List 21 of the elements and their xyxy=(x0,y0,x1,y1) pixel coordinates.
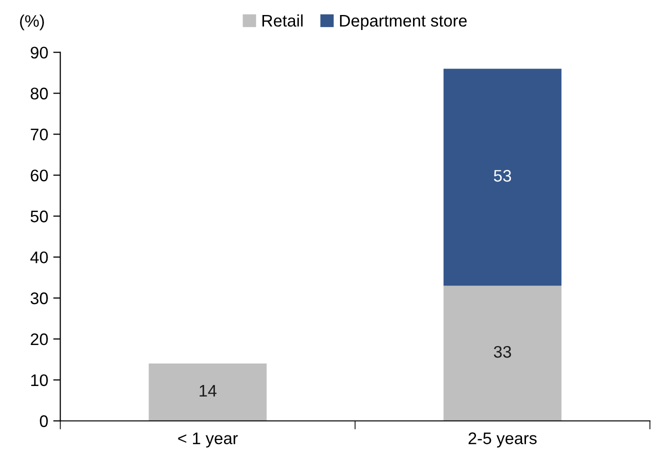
bar xyxy=(444,286,562,421)
y-tick-label: 90 xyxy=(30,46,48,59)
y-tick-label: 80 xyxy=(30,88,48,100)
y-tick-label: 20 xyxy=(30,333,48,346)
data-label: 14 xyxy=(200,385,216,397)
y-tick-label: 10 xyxy=(31,374,48,386)
legend-label: Retail xyxy=(262,14,303,27)
y-tick-label: 50 xyxy=(30,210,48,222)
y-tick-label: 60 xyxy=(30,170,48,182)
y-tick-label: 40 xyxy=(30,251,48,264)
data-label: 33 xyxy=(494,346,512,358)
data-label: 53 xyxy=(494,170,512,182)
y-tick-label: 0 xyxy=(40,415,48,428)
y-tick-label: 70 xyxy=(30,128,48,140)
y-axis-title: (%) xyxy=(20,14,44,30)
bar xyxy=(148,364,267,421)
x-tick-label: 2-5 years xyxy=(468,432,537,448)
bar xyxy=(444,68,562,286)
y-tick-label: 30 xyxy=(30,292,48,304)
x-tick-label: < 1 year xyxy=(178,432,238,448)
legend-label: Department store xyxy=(340,15,467,30)
